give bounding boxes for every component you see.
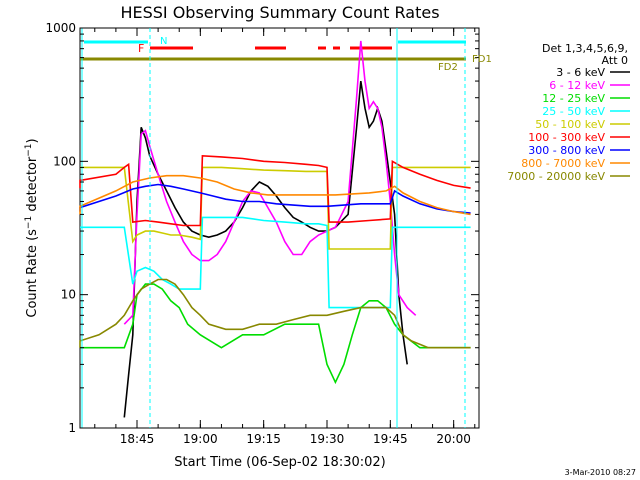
- legend-label-4: 50 - 100 keV: [535, 118, 605, 131]
- series-line-1: [123, 40, 417, 325]
- legend-label-6: 300 - 800 keV: [528, 144, 605, 157]
- x-tick-label-1: 19:00: [183, 432, 218, 446]
- flag-label-f: F: [138, 42, 144, 55]
- legend-header-detectors: Det 1,3,4,5,6,9,: [542, 42, 628, 55]
- legend-label-0: 3 - 6 keV: [556, 66, 605, 79]
- plot-area: [79, 27, 480, 429]
- series-line-6: [79, 183, 471, 214]
- y-tick-label-2: 100: [53, 154, 76, 168]
- legend-header-attenuator: Att 0: [602, 54, 628, 67]
- x-tick-label-3: 19:30: [310, 432, 345, 446]
- y-tick-label-1: 10: [61, 288, 76, 302]
- y-tick-label-3: 1000: [45, 21, 76, 35]
- y-axis-label-mid: detector: [25, 156, 40, 216]
- flag-label-fd1: FD1: [472, 54, 492, 65]
- flag-labels: N F FD1 FD2: [138, 36, 492, 73]
- flag-label-fd2: FD2: [438, 62, 458, 73]
- x-axis-label: Start Time (06-Sep-02 18:30:02): [174, 455, 385, 470]
- legend-label-5: 100 - 300 keV: [528, 131, 605, 144]
- x-tick-label-2: 19:15: [246, 432, 281, 446]
- series-line-8: [79, 278, 471, 349]
- chart-title: HESSI Observing Summary Count Rates: [120, 3, 439, 22]
- series-line-2: [80, 283, 471, 385]
- legend-label-8: 7000 - 20000 keV: [507, 170, 605, 183]
- x-tick-label-4: 19:45: [373, 432, 408, 446]
- y-axis-label-exp1: −1: [24, 216, 34, 229]
- legend-label-1: 6 - 12 keV: [549, 79, 605, 92]
- y-axis-label-exp2: −1: [24, 143, 34, 156]
- y-axis-label-main: Count Rate (s: [25, 229, 40, 318]
- series-line-3: [80, 216, 471, 309]
- y-axis: 1 10 100 1000: [45, 21, 479, 435]
- footer-timestamp: 3-Mar-2010 08:27: [565, 468, 636, 477]
- legend-label-7: 800 - 7000 keV: [521, 157, 605, 170]
- series-line-7: [79, 174, 471, 216]
- legend-label-3: 25 - 50 keV: [542, 105, 605, 118]
- flag-label-n: N: [160, 36, 167, 47]
- x-tick-label-5: 20:00: [436, 432, 471, 446]
- x-tick-label-0: 18:45: [120, 432, 155, 446]
- series-line-5: [79, 154, 471, 227]
- legend-label-2: 12 - 25 keV: [542, 92, 605, 105]
- x-axis: 18:45 19:00 19:15 19:30 19:45 20:00: [94, 28, 476, 446]
- y-tick-label-0: 1: [68, 421, 76, 435]
- y-axis-label: Count Rate (s−1 detector−1): [24, 138, 40, 317]
- series-line-4: [80, 166, 471, 250]
- y-axis-label-end: ): [25, 138, 40, 143]
